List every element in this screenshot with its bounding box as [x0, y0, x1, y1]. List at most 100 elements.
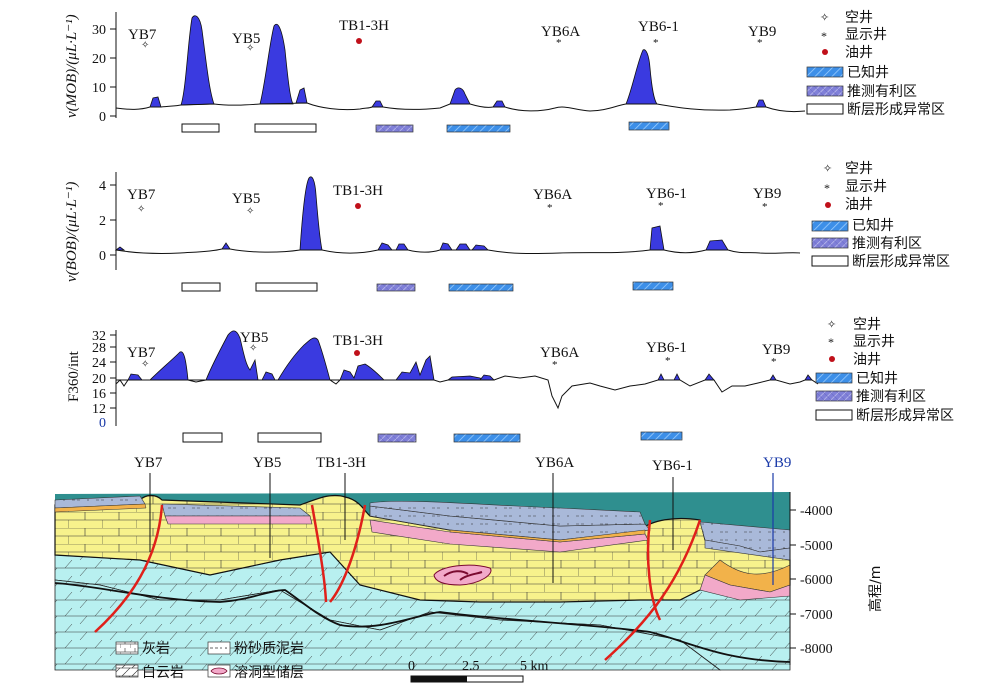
oil-well-icon	[822, 49, 828, 55]
anomaly-peaks	[127, 330, 813, 381]
tick-label: 2	[99, 214, 106, 229]
legend-silty-mudstone: 粉砂质泥岩	[234, 641, 304, 657]
legend-fault-anomaly: 断层形成异常区	[847, 102, 945, 118]
well-label-yb9: YB9	[748, 24, 776, 40]
legend-karst-reservoir: 溶洞型储层	[234, 665, 304, 681]
well-label-yb5: YB5	[232, 191, 260, 207]
inferred-zone-swatch	[815, 390, 853, 402]
well-label-yb5: YB5	[240, 330, 268, 346]
show-well-icon: *	[552, 359, 558, 371]
known-well-swatch	[806, 66, 844, 78]
tick-label: 20	[92, 52, 106, 67]
y-ticks: 0 2 4	[99, 179, 116, 264]
well-lines	[149, 473, 674, 583]
y-ticks: 0 12 16 20 24 28 32	[92, 329, 116, 431]
oil-well-icon	[354, 350, 360, 356]
dry-well-icon: ✧	[246, 43, 254, 54]
tick-label: 16	[92, 387, 106, 402]
tick-label: 4	[99, 179, 106, 194]
show-well-icon: *	[757, 37, 763, 49]
tick-label: 32	[92, 329, 106, 344]
dry-well-icon: ✧	[827, 319, 836, 331]
dry-well-icon: ✧	[823, 163, 832, 175]
show-well-icon: *	[653, 37, 659, 49]
dry-well-icon: ✧	[141, 359, 149, 370]
show-well-icon: *	[665, 355, 671, 367]
tick-label: 0	[99, 416, 106, 431]
known-well-swatch	[811, 220, 849, 232]
well-label-yb7: YB7	[127, 187, 156, 203]
well-label-yb6a: YB6A	[540, 345, 579, 361]
legend-inferred-zone: 推测有利区	[847, 84, 917, 100]
show-well-icon: *	[828, 335, 834, 349]
anomaly-peaks	[114, 176, 729, 251]
orange-layer	[449, 529, 646, 543]
panel-f360: 0 12 16 20 24 28 32 F360/int	[66, 317, 954, 443]
cross-section: YB7 YB5 TB1-3H YB6A YB6-1 YB9	[54, 455, 884, 671]
legend-dry-well: 空井	[845, 161, 873, 177]
legend-inferred-zone: 推测有利区	[856, 389, 926, 405]
depth-tick: -7000	[800, 608, 833, 623]
silty-mudstone-swatch	[207, 641, 231, 655]
section-well-yb7: YB7	[134, 455, 163, 471]
inferred-zone-swatch	[811, 237, 849, 249]
scale-label-end: 5 km	[520, 659, 549, 674]
oil-well-icon	[829, 356, 835, 362]
legend-fault-anomaly: 断层形成异常区	[856, 408, 954, 424]
legend-limestone: 灰岩	[142, 641, 170, 657]
well-label-tb1-3h: TB1-3H	[339, 18, 389, 34]
legend-oil-well: 油井	[845, 45, 873, 61]
legend-inferred-zone: 推测有利区	[852, 236, 922, 252]
zone-bars	[181, 121, 670, 133]
legend-panel-bob: ✧ 空井 * 显示井 油井 已知井 推测有利区 断层形成异常区	[811, 161, 950, 270]
show-well-icon: *	[762, 201, 768, 213]
well-label-yb6a: YB6A	[533, 187, 572, 203]
legend-oil-well: 油井	[845, 197, 873, 213]
well-label-yb6-1: YB6-1	[646, 186, 687, 202]
legend-known-well: 已知井	[852, 217, 894, 234]
tick-label: 0	[99, 249, 106, 264]
dry-well-icon: ✧	[249, 343, 257, 354]
legend-oil-well: 油井	[853, 352, 881, 368]
panel-bob: 0 2 4 v(BOB)/(μL·L⁻¹) YB7 ✧ YB5 ✧ TB1-3H…	[64, 161, 950, 292]
zone-bars	[181, 281, 674, 292]
panel-mob: 0 10 20 30 v(MOB)/(μL·L⁻¹) YB7 ✧ YB5 ✧ T…	[64, 10, 945, 133]
oil-well-icon	[355, 203, 361, 209]
faults	[94, 504, 702, 661]
anomaly-peaks	[149, 15, 767, 108]
lithology-legend: 灰岩 白云岩 粉砂质泥岩 溶洞型储层	[115, 641, 304, 681]
dry-well-icon: ✧	[141, 40, 149, 51]
depth-tick: -4000	[800, 504, 833, 519]
section-well-yb6a: YB6A	[535, 455, 574, 471]
section-well-yb9: YB9	[763, 455, 791, 471]
tick-label: 12	[92, 402, 106, 417]
baseline-curve	[115, 102, 806, 112]
depth-axis-label: 高程/m	[867, 566, 884, 612]
scale-label-0: 0	[408, 659, 415, 674]
karst-reservoir-lens	[433, 564, 492, 586]
well-markers: YB7 ✧ YB5 ✧ TB1-3H YB6A * YB6-1 * YB9 *	[128, 18, 776, 54]
tick-label: 10	[92, 81, 106, 96]
well-label-yb7: YB7	[127, 345, 156, 361]
limestone-swatch	[115, 641, 139, 655]
well-label-tb1-3h: TB1-3H	[333, 333, 383, 349]
legend-show-well: 显示井	[845, 27, 887, 43]
show-well-icon: *	[824, 181, 830, 195]
legend-show-well: 显示井	[845, 179, 887, 195]
known-well-swatch	[815, 372, 853, 384]
oil-well-icon	[825, 202, 831, 208]
fault-anomaly-swatch	[811, 255, 849, 267]
inferred-zone-swatch	[806, 85, 844, 97]
well-label-yb9: YB9	[762, 342, 790, 358]
well-label-yb9: YB9	[753, 186, 781, 202]
dry-well-icon: ✧	[137, 204, 145, 215]
legend-dry-well: 空井	[853, 317, 881, 333]
well-markers: YB7 ✧ YB5 ✧ TB1-3H YB6A * YB6-1 * YB9 *	[127, 330, 790, 371]
y-axis-label: v(MOB)/(μL·L⁻¹)	[64, 14, 80, 118]
well-label-tb1-3h: TB1-3H	[333, 183, 383, 199]
tick-label: 28	[92, 341, 106, 356]
tick-label: 30	[92, 23, 106, 38]
depth-tick: -6000	[800, 573, 833, 588]
fault-anomaly-swatch	[815, 409, 853, 421]
